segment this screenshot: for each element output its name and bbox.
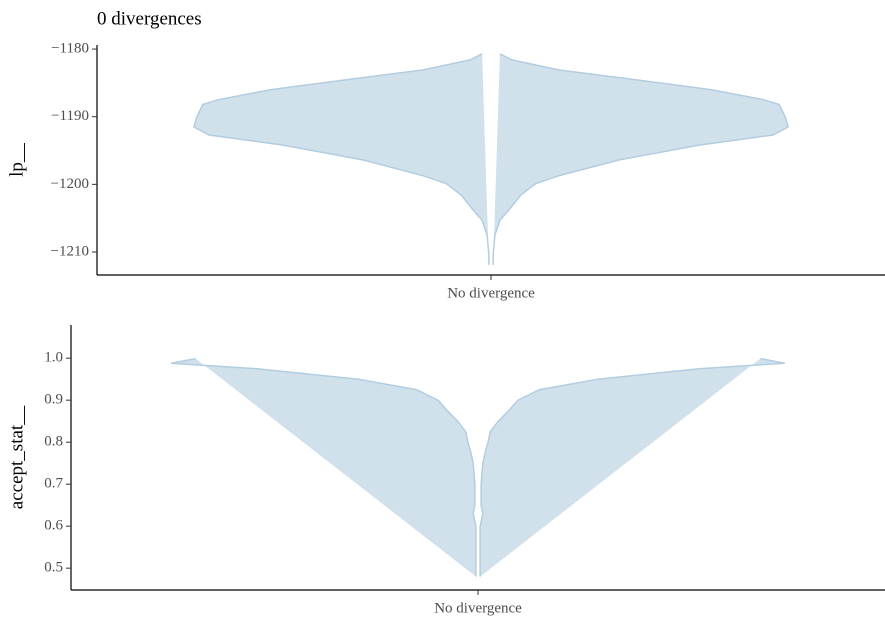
y-tick-label: −1180 bbox=[51, 40, 89, 56]
y-tick-label: −1190 bbox=[51, 108, 89, 124]
y-axis-label: lp__ bbox=[6, 143, 27, 177]
x-tick-label: No divergence bbox=[447, 285, 535, 301]
violin-half bbox=[492, 53, 789, 265]
violin-half bbox=[193, 53, 490, 265]
violin-half bbox=[479, 357, 786, 577]
y-tick-label: 0.5 bbox=[44, 560, 63, 576]
y-tick-label: 0.9 bbox=[44, 392, 63, 408]
y-axis-label: accept_stat__ bbox=[6, 405, 27, 509]
y-tick-label: 0.8 bbox=[44, 434, 63, 450]
violin-half bbox=[170, 357, 477, 577]
y-tick-label: 0.7 bbox=[44, 476, 63, 492]
y-tick-label: 1.0 bbox=[44, 350, 63, 366]
y-tick-label: 0.6 bbox=[44, 518, 63, 534]
chart-title: 0 divergences bbox=[97, 8, 202, 29]
x-tick-label: No divergence bbox=[434, 600, 522, 616]
y-tick-label: −1200 bbox=[51, 176, 89, 192]
y-tick-label: −1210 bbox=[51, 243, 89, 259]
